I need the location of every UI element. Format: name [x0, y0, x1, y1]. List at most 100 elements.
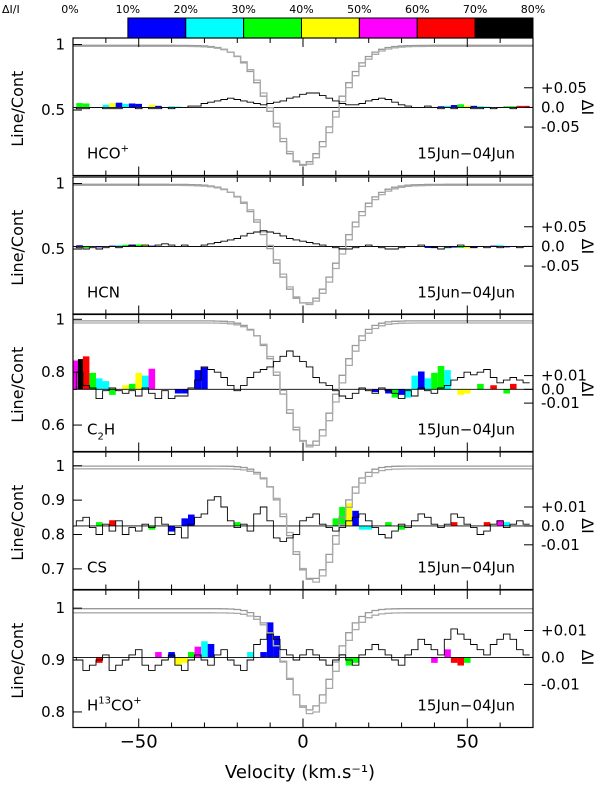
diff-bin	[483, 522, 491, 526]
panel-2: 0.5 1 +0.050.0 -0.05 ΔI Line/Cont HCN 15Jun−04J…	[8, 175, 597, 316]
y-tick-label: 1	[55, 457, 65, 475]
diff-bin	[358, 525, 366, 530]
colorbar-tick-label: 0%	[61, 3, 78, 16]
diff-bin	[385, 389, 392, 394]
diff-bin	[503, 106, 510, 108]
right-tick-label: -0.05	[541, 257, 580, 275]
diff-bin	[109, 103, 116, 108]
diff-bin	[431, 372, 438, 390]
diff-bin	[82, 246, 90, 248]
y-tick-label: 1	[55, 175, 65, 193]
diff-bin	[76, 103, 83, 108]
diff-bin	[411, 375, 418, 390]
diff-bin	[115, 102, 123, 108]
colorbar-cell	[416, 17, 476, 39]
colorbar-cell	[474, 17, 534, 39]
dates-label: 15Jun−04Jun	[417, 145, 515, 163]
diff-bin	[260, 652, 267, 658]
y-tick-label: 0.5	[41, 101, 65, 119]
panel-4: 0.7 0.8 0.9 1 +0.010.0-0.01 ΔI Line/Cont CS 15Ju…	[8, 451, 597, 591]
right-tick-label: -0.05	[541, 118, 580, 136]
y-tick-label: 0.8	[41, 703, 65, 721]
diff-bin	[450, 657, 458, 663]
diff-bin	[89, 372, 96, 390]
spectrum-15jun	[73, 612, 533, 715]
diff-bin	[450, 105, 458, 108]
colorbar-tick-label: 50%	[347, 3, 371, 16]
diff-bin	[122, 103, 129, 108]
right-tick-label: +0.05	[541, 79, 587, 97]
spectrum-15jun	[73, 322, 533, 448]
diff-bin	[424, 378, 432, 390]
diff-bin	[109, 389, 116, 395]
diff-bin	[96, 246, 103, 248]
right-tick-label: 0.0	[541, 517, 565, 535]
right-tick-label: 0.0	[541, 380, 565, 398]
right-tick-label: -0.01	[541, 675, 580, 693]
diff-bin	[201, 641, 208, 658]
species-label: HCO+	[87, 144, 129, 163]
diff-bin	[404, 389, 412, 398]
diff-bin	[135, 244, 142, 247]
diff-bin	[194, 646, 202, 658]
diff-bin	[174, 389, 182, 394]
colorbar-tick-label: 70%	[463, 3, 487, 16]
diff-bin	[174, 657, 182, 666]
diff-bin	[444, 105, 451, 108]
diff-bin	[155, 652, 162, 658]
diff-bin	[503, 246, 510, 248]
diff-bin	[470, 105, 478, 108]
species-label: C2H	[87, 421, 115, 443]
diff-bin	[457, 246, 464, 248]
x-axis: −50 0 50	[120, 732, 479, 753]
diff-bin	[464, 246, 471, 249]
y-tick-label: 1	[55, 36, 65, 54]
diff-bin	[464, 657, 471, 663]
diff-bin	[135, 372, 142, 390]
diff-bin	[122, 244, 129, 247]
spectrum-15jun	[73, 184, 533, 306]
diff-bin	[457, 389, 464, 395]
diff-bin	[510, 106, 517, 108]
diff-bin	[82, 103, 90, 108]
colorbar-cell	[127, 17, 187, 39]
spectrum-15jun	[73, 468, 533, 583]
panel-plot-area	[73, 465, 533, 583]
y-axis-label: Line/Cont	[8, 485, 27, 561]
right-tick-label: +0.05	[541, 218, 587, 236]
difference-spectrum	[73, 350, 530, 400]
diff-bin	[444, 370, 451, 390]
y-axis-label: Line/Cont	[8, 71, 27, 147]
diff-bin	[464, 389, 471, 394]
difference-spectrum	[73, 628, 530, 671]
diff-bin	[142, 375, 149, 390]
colorbar-tick-label: 80%	[521, 3, 545, 16]
right-axis-label: ΔI	[578, 239, 597, 255]
spectrum-15jun	[73, 45, 533, 166]
right-tick-label: -0.01	[541, 536, 580, 554]
right-axis-label: ΔI	[578, 650, 597, 666]
colorbar-cell	[185, 17, 245, 39]
species-label: H13CO+	[87, 696, 142, 715]
x-axis-title: Velocity (km.s⁻¹)	[225, 762, 375, 783]
diff-bin	[516, 105, 524, 108]
diff-bin	[109, 520, 116, 526]
panel-5: 0.8 0.9 1 +0.01 0.0 -0.01 ΔI Line/Cont H13CO+ 15J…	[8, 589, 597, 729]
diff-bin	[457, 104, 464, 108]
diff-bin	[503, 389, 510, 394]
dates-label: 15Jun−04Jun	[417, 284, 515, 302]
x-tick-label: −50	[120, 732, 158, 753]
dates-label: 15Jun−04Jun	[417, 697, 515, 715]
diff-bin	[96, 378, 103, 390]
diff-bin	[464, 105, 471, 108]
diff-bin	[424, 246, 432, 248]
colorbar-tick-label: 60%	[405, 3, 429, 16]
diff-bin	[345, 503, 353, 526]
y-tick-label: 0.5	[41, 240, 65, 258]
right-axis-label: ΔI	[578, 100, 597, 116]
diff-bin	[135, 103, 142, 108]
panels: 0.5 1 +0.05 0.0 -0.05 ΔI Line/Cont HCO+ 15Jun−04…	[8, 36, 597, 729]
y-axis-label: Line/Cont	[8, 347, 27, 423]
colorbar-cell	[301, 17, 360, 39]
